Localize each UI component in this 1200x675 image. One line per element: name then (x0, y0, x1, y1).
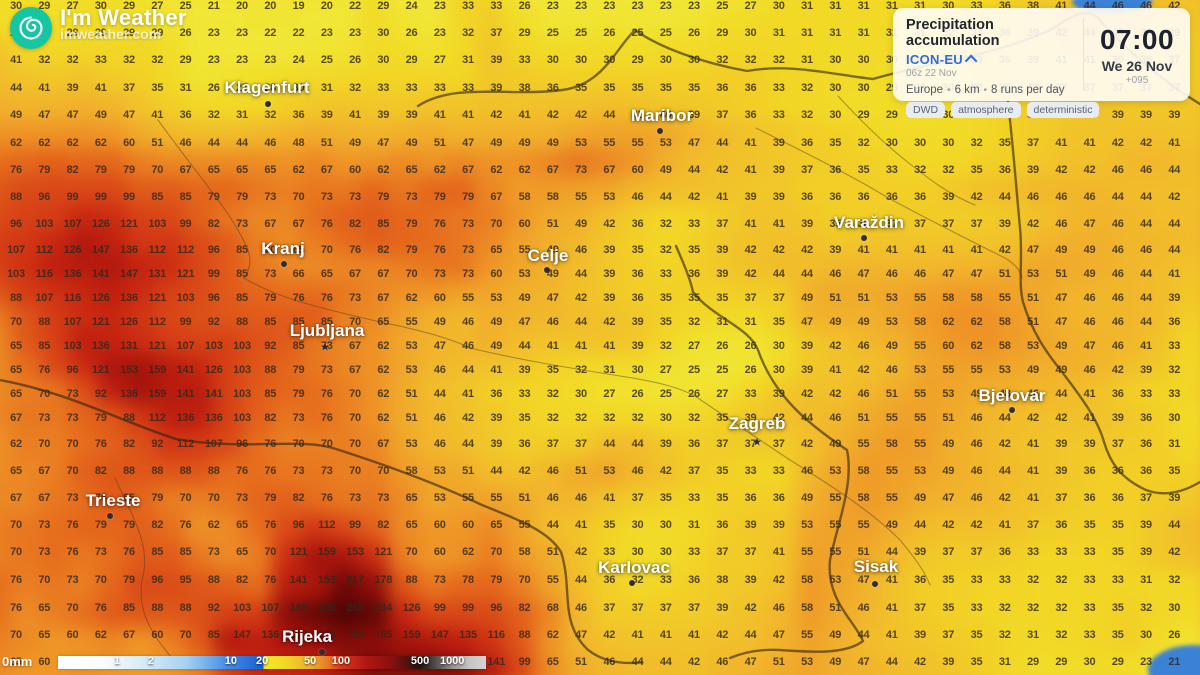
city-label: Bjelovar (978, 386, 1046, 405)
city-dot-marker (544, 267, 550, 273)
forecast-step: +095 (1125, 74, 1149, 86)
city-dot-marker (872, 581, 878, 587)
city-label: Karlovac (598, 558, 670, 577)
city-dot-marker (657, 128, 663, 134)
brand-logo[interactable]: I'm Weather imweather.com (10, 7, 187, 49)
forecast-settings-card: Precipitation accumulation ICON-EU 06z 2… (893, 8, 1190, 118)
city-label: Rijeka (281, 627, 333, 646)
city-label: Klagenfurt (224, 78, 310, 97)
tag-provider[interactable]: DWD (906, 102, 946, 118)
city-dot-marker (281, 261, 287, 267)
forecast-date: We 26 Nov (1101, 57, 1173, 74)
city-dot-marker (1009, 407, 1015, 413)
model-selector[interactable]: ICON-EU (906, 52, 1083, 68)
city-dot-marker (319, 649, 325, 655)
model-runs: 8 runs per day (991, 84, 1065, 96)
forecast-time: 07:00 (1099, 23, 1175, 55)
city-dot-marker (861, 235, 867, 241)
city-dot-marker (107, 513, 113, 519)
spiral-logo-icon (10, 7, 52, 49)
city-dot-marker (629, 580, 635, 586)
model-region: Europe (906, 84, 944, 96)
city-label: Celje (527, 246, 569, 265)
city-label: Ljubljana (289, 321, 365, 340)
city-label: Varaždin (834, 213, 904, 232)
model-name[interactable]: ICON-EU (906, 52, 963, 67)
model-run-label: 06z 22 Nov (906, 68, 957, 79)
tag-type[interactable]: deterministic (1026, 102, 1100, 118)
chevron-up-icon (964, 54, 978, 68)
model-meta: Europe • 6 km • 8 runs per day (906, 84, 1065, 96)
city-label: Sisak (853, 557, 899, 576)
city-dot-marker (265, 101, 271, 107)
city-label: Maribor (630, 106, 694, 125)
city-label: Kranj (261, 239, 305, 258)
model-resolution: 6 km (954, 84, 980, 96)
city-label: Zagreb (728, 414, 786, 433)
city-label: Trieste (85, 491, 141, 510)
tag-category[interactable]: atmosphere (951, 102, 1021, 118)
model-tags: DWD atmosphere deterministic (906, 102, 1100, 118)
time-selector[interactable]: 07:00 We 26 Nov +095 (1084, 8, 1190, 101)
layer-title: Precipitation accumulation (906, 17, 1000, 49)
capital-star-marker: ★ (320, 341, 330, 354)
capital-star-marker: ★ (752, 436, 762, 449)
